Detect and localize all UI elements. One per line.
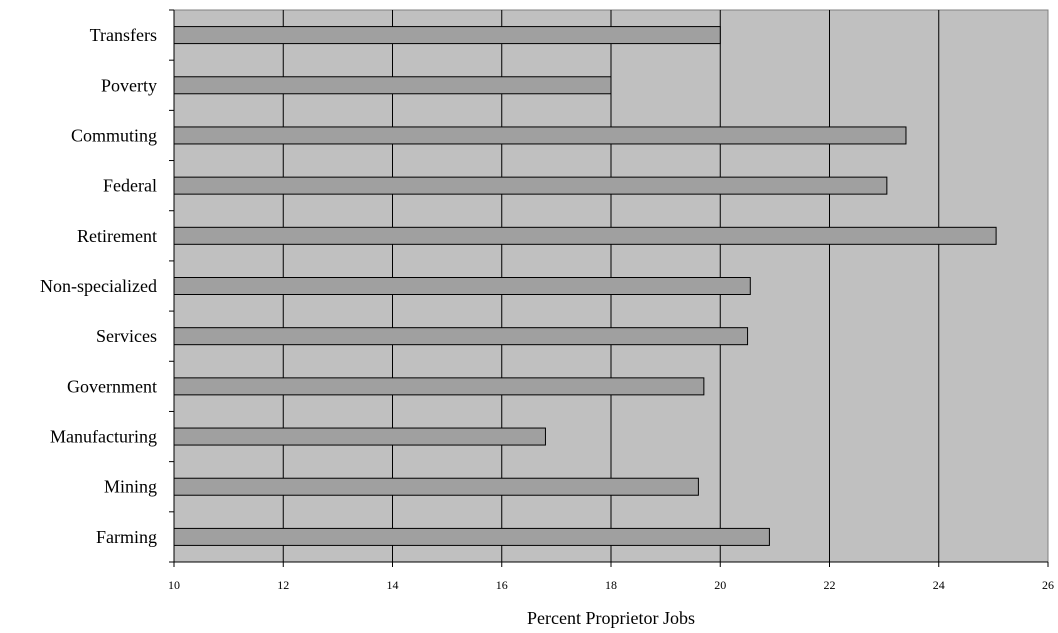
- bar-non-specialized: [173, 277, 751, 295]
- x-tick-label: 16: [496, 578, 508, 592]
- bar-government: [173, 377, 705, 396]
- y-axis-ticks: [169, 9, 174, 563]
- category-label: Farming: [96, 527, 157, 547]
- category-label: Government: [67, 376, 157, 396]
- x-tick-label: 18: [605, 578, 617, 592]
- category-label: Retirement: [77, 226, 157, 246]
- x-tick-label: 22: [824, 578, 836, 592]
- category-label: Transfers: [90, 25, 157, 45]
- x-axis-ticks: [173, 562, 1049, 567]
- x-tick-label: 26: [1042, 578, 1054, 592]
- x-tick-label: 10: [168, 578, 180, 592]
- x-tick-label: 20: [714, 578, 726, 592]
- x-tick-label: 14: [387, 578, 399, 592]
- category-labels: Transfers Poverty Commuting Federal Retireme…: [40, 25, 157, 547]
- category-label: Commuting: [71, 125, 157, 145]
- category-label: Federal: [103, 176, 157, 196]
- bar-manufacturing: [173, 427, 546, 446]
- bar-retirement: [173, 226, 997, 245]
- category-label: Manufacturing: [50, 427, 157, 447]
- bars: [173, 26, 997, 546]
- category-label: Services: [96, 326, 157, 346]
- category-label: Mining: [104, 477, 157, 497]
- bar-commuting: [173, 126, 907, 145]
- bar-poverty: [173, 76, 612, 95]
- x-tick-label: 24: [933, 578, 945, 592]
- x-tick-labels: 10 12 14 16 18 20 22 24 26: [168, 578, 1054, 592]
- bar-farming: [173, 527, 770, 546]
- bar-mining: [173, 477, 699, 496]
- x-tick-label: 12: [277, 578, 289, 592]
- category-label: Poverty: [101, 75, 157, 95]
- bar-services: [173, 327, 749, 346]
- x-axis-label: Percent Proprietor Jobs: [527, 608, 695, 628]
- category-label: Non-specialized: [40, 276, 157, 296]
- bar-transfers: [173, 26, 721, 45]
- bar-federal: [173, 176, 888, 195]
